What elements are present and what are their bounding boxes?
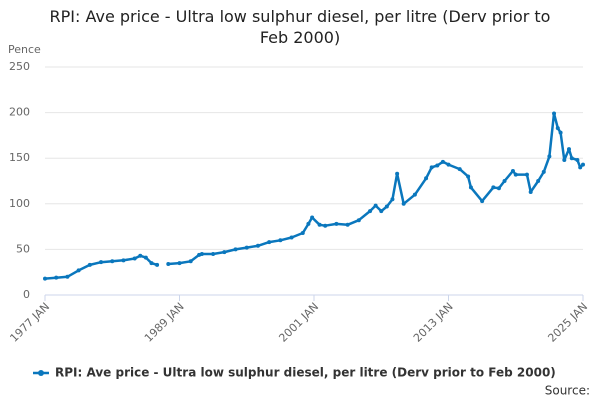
data-point (121, 258, 126, 263)
data-point (233, 247, 238, 252)
data-point (578, 165, 583, 170)
data-point (440, 159, 445, 164)
data-point (429, 165, 434, 170)
chart-title: RPI: Ave price - Ultra low sulphur diese… (49, 7, 551, 47)
data-point (317, 222, 322, 227)
data-point (379, 209, 384, 214)
data-point (496, 186, 501, 191)
source: Source: (545, 384, 590, 398)
data-point (300, 230, 305, 235)
data-point (54, 275, 59, 280)
data-point (552, 111, 557, 116)
x-tick-label: 2001 JAN (276, 300, 321, 345)
data-point (345, 222, 350, 227)
data-point (278, 238, 283, 243)
data-point (211, 251, 216, 256)
data-point (457, 167, 462, 172)
data-point (562, 158, 567, 163)
data-point (138, 253, 143, 258)
y-axis-title: Pence (8, 43, 41, 56)
y-tick-label: 250 (9, 60, 30, 73)
data-point (384, 204, 389, 209)
data-point (306, 221, 311, 226)
data-point (555, 126, 560, 131)
data-point (356, 218, 361, 223)
data-point (149, 261, 154, 266)
data-point (289, 235, 294, 240)
data-point (466, 174, 471, 179)
data-point (87, 262, 92, 267)
data-point (575, 158, 580, 163)
y-tick-label: 50 (16, 242, 30, 255)
data-point (547, 154, 552, 159)
data-point (222, 250, 227, 255)
data-point (166, 261, 171, 266)
x-tick-label: 1989 JAN (142, 300, 187, 345)
y-tick-label: 0 (23, 288, 30, 301)
data-point (424, 176, 429, 181)
data-point (412, 192, 417, 197)
y-tick-label: 100 (9, 197, 30, 210)
data-point (524, 172, 529, 177)
legend-label: RPI: Ave price - Ultra low sulphur diese… (55, 366, 556, 380)
data-point (177, 261, 182, 266)
data-point (43, 276, 47, 281)
y-tick-label: 200 (9, 106, 30, 119)
data-point (132, 256, 137, 261)
data-point (323, 223, 328, 228)
data-point (468, 185, 473, 190)
data-point (395, 171, 400, 176)
data-point (99, 260, 104, 265)
data-point (110, 259, 115, 264)
data-point (65, 274, 70, 279)
data-line (44, 112, 584, 280)
data-point (267, 240, 272, 245)
data-point (491, 185, 496, 190)
x-tick-label: 1977 JAN (7, 300, 52, 345)
data-point (446, 162, 451, 167)
data-point (541, 169, 546, 174)
data-point (528, 189, 533, 194)
data-point (566, 147, 571, 152)
data-point (480, 199, 485, 204)
data-point (155, 262, 160, 267)
x-tick-label: 2025 JAN (545, 300, 590, 345)
data-point (199, 251, 204, 256)
data-point (255, 243, 260, 248)
data-point (334, 221, 339, 226)
x-tick-label: 2013 JAN (411, 300, 456, 345)
data-point (76, 268, 81, 273)
data-point (244, 245, 249, 250)
data-point (390, 197, 395, 202)
legend-marker (38, 370, 44, 376)
data-point (536, 179, 541, 183)
data-point (310, 215, 315, 220)
data-point (502, 179, 507, 183)
data-point (368, 209, 373, 214)
data-point (373, 203, 378, 208)
data-point (513, 172, 518, 177)
data-point (558, 130, 563, 135)
data-point (401, 201, 406, 206)
data-point (143, 255, 148, 260)
y-tick-label: 150 (9, 151, 30, 164)
data-point (510, 168, 515, 173)
data-point (581, 162, 585, 167)
data-point (569, 156, 574, 161)
data-point (188, 259, 193, 264)
data-point (435, 163, 440, 168)
